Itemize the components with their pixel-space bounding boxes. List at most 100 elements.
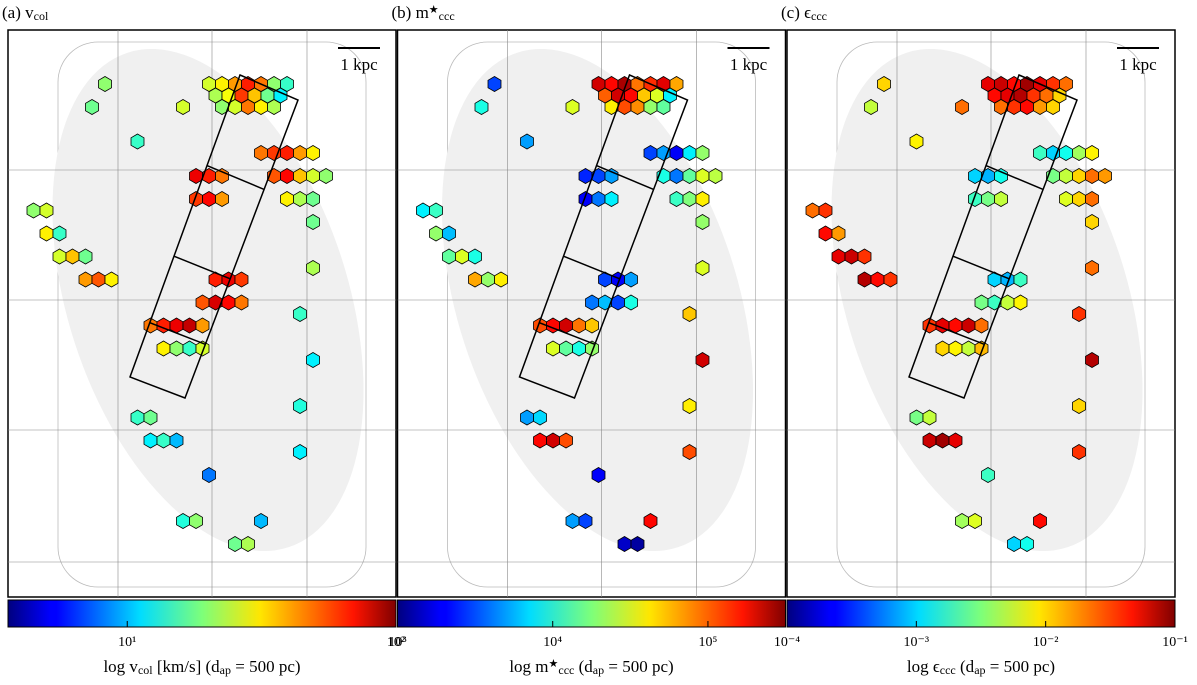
colorbar bbox=[398, 600, 786, 627]
hex-cell bbox=[1021, 537, 1034, 552]
hex-cell bbox=[566, 100, 579, 115]
hex-cell bbox=[982, 468, 995, 483]
hex-cell bbox=[683, 146, 696, 161]
subscript: ccc bbox=[940, 663, 956, 677]
text-part: = 500 pc) bbox=[604, 657, 674, 676]
hex-cell bbox=[1099, 169, 1112, 184]
panel-title: (b) m★ccc bbox=[392, 3, 455, 23]
hex-cell bbox=[670, 146, 683, 161]
hex-cell bbox=[86, 100, 99, 115]
hex-cell bbox=[683, 307, 696, 322]
hex-cell bbox=[1073, 445, 1086, 460]
hex-cell bbox=[1060, 146, 1073, 161]
hex-cell bbox=[443, 249, 456, 264]
colorbar-tick-label: 10⁻² bbox=[1033, 635, 1059, 650]
hex-cell bbox=[670, 169, 683, 184]
colorbar bbox=[787, 600, 1175, 627]
hex-cell bbox=[475, 100, 488, 115]
hex-cell bbox=[560, 433, 573, 448]
hex-cell bbox=[923, 433, 936, 448]
hex-cell bbox=[696, 169, 709, 184]
hex-cell bbox=[683, 399, 696, 414]
scale-label: 1 kpc bbox=[730, 55, 768, 74]
hex-cell bbox=[1073, 169, 1086, 184]
hex-cell bbox=[605, 192, 618, 207]
hex-cell bbox=[307, 353, 320, 368]
hex-cell bbox=[229, 537, 242, 552]
text-part: [km/s] (d bbox=[153, 657, 221, 676]
hex-cell bbox=[910, 134, 923, 149]
hex-cell bbox=[190, 514, 203, 529]
hex-cell bbox=[92, 272, 105, 287]
hex-cell bbox=[566, 514, 579, 529]
hex-cell bbox=[586, 318, 599, 333]
hex-cell bbox=[683, 169, 696, 184]
hex-cell bbox=[79, 249, 92, 264]
hex-cell bbox=[131, 410, 144, 425]
hex-cell bbox=[294, 192, 307, 207]
colorbar-label: log ϵccc (dap = 500 pc) bbox=[907, 657, 1055, 677]
hex-cell bbox=[443, 226, 456, 241]
hex-cell bbox=[456, 249, 469, 264]
hex-cell bbox=[845, 249, 858, 264]
hex-cell bbox=[216, 192, 229, 207]
hex-cell bbox=[995, 192, 1008, 207]
hex-cell bbox=[1060, 192, 1073, 207]
hex-cell bbox=[430, 226, 443, 241]
hex-cell bbox=[294, 146, 307, 161]
text-part: (d bbox=[956, 657, 975, 676]
colorbar-tick-label: 10⁻¹ bbox=[1162, 635, 1188, 650]
hex-cell bbox=[53, 226, 66, 241]
hex-cell bbox=[255, 514, 268, 529]
hex-cell bbox=[307, 192, 320, 207]
hex-cell bbox=[592, 192, 605, 207]
hex-cell bbox=[956, 100, 969, 115]
text-part: (d bbox=[574, 657, 593, 676]
hex-cell bbox=[235, 295, 248, 310]
hex-cell bbox=[1086, 192, 1099, 207]
hex-cell bbox=[294, 307, 307, 322]
hex-cell bbox=[1008, 537, 1021, 552]
hex-cell bbox=[157, 433, 170, 448]
hex-cell bbox=[281, 192, 294, 207]
hex-cell bbox=[1014, 295, 1027, 310]
hex-cell bbox=[696, 146, 709, 161]
hex-cell bbox=[268, 100, 281, 115]
hex-cell bbox=[183, 318, 196, 333]
hex-cell bbox=[1086, 146, 1099, 161]
scale-label: 1 kpc bbox=[340, 55, 378, 74]
hex-cell bbox=[625, 272, 638, 287]
hex-cell bbox=[670, 192, 683, 207]
hex-cell bbox=[975, 318, 988, 333]
page: body { margin: 0; background: #fff; font… bbox=[0, 0, 1197, 685]
hex-cell bbox=[1060, 169, 1073, 184]
hex-cell bbox=[560, 341, 573, 356]
hex-cell bbox=[956, 514, 969, 529]
colorbar-tick-label: 10⁵ bbox=[698, 635, 717, 650]
hex-cell bbox=[1021, 100, 1034, 115]
hex-cell bbox=[962, 318, 975, 333]
hex-cell bbox=[858, 249, 871, 264]
hex-cell bbox=[417, 203, 430, 218]
hex-cell bbox=[53, 249, 66, 264]
panel-title: (c) ϵccc bbox=[781, 3, 827, 23]
colorbar-label: log vcol [km/s] (dap = 500 pc) bbox=[103, 657, 300, 677]
hex-cell bbox=[1034, 146, 1047, 161]
body: {"chart_data": [ {"type": "hexmap", "tit… bbox=[0, 0, 1197, 685]
panel: 1 kpc(b) m★ccc10³10⁴10⁵log m★ccc (dap = … bbox=[384, 3, 811, 677]
hex-cell bbox=[923, 410, 936, 425]
superscript: ★ bbox=[549, 658, 559, 670]
hex-cell bbox=[709, 169, 722, 184]
text-part: (b) m bbox=[392, 3, 429, 22]
hex-cell bbox=[644, 146, 657, 161]
hex-cell bbox=[1086, 353, 1099, 368]
hex-cell bbox=[482, 272, 495, 287]
hex-cell bbox=[547, 433, 560, 448]
subscript: ccc bbox=[811, 9, 827, 23]
hex-cell bbox=[242, 537, 255, 552]
hex-cell bbox=[170, 341, 183, 356]
hex-cell bbox=[806, 203, 819, 218]
hex-cell bbox=[105, 272, 118, 287]
hex-cell bbox=[307, 215, 320, 230]
hex-cell bbox=[1014, 272, 1027, 287]
